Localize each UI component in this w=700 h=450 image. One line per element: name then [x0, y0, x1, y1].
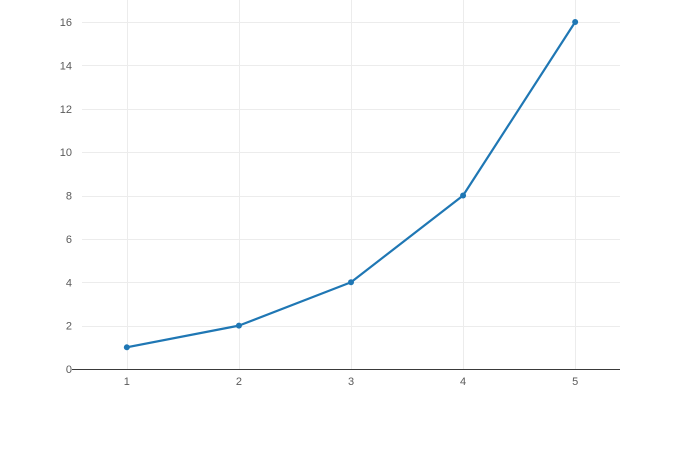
data-point-4-8 [460, 192, 467, 199]
data-point-2-2 [235, 322, 242, 329]
x-tick-label-5: 5 [572, 376, 578, 388]
x-tick-label-3: 3 [348, 376, 354, 388]
x-tick-label-2: 2 [236, 376, 242, 388]
data-point-5-16 [572, 19, 579, 25]
x-axis-tick-labels: 1 2 3 4 5 [124, 376, 578, 388]
series-markers [123, 19, 579, 351]
y-tick-label-8: 8 [66, 191, 72, 203]
y-tick-label-16: 16 [60, 17, 72, 29]
y-tick-label-0: 0 [66, 364, 72, 376]
y-tick-label-2: 2 [66, 321, 72, 333]
vertical-gridlines [127, 0, 576, 369]
data-point-1-1 [123, 344, 130, 351]
x-tick-label-1: 1 [124, 376, 130, 388]
y-tick-label-10: 10 [60, 147, 72, 159]
y-tick-label-12: 12 [60, 104, 72, 116]
y-tick-label-14: 14 [60, 60, 72, 72]
horizontal-gridlines [82, 22, 620, 327]
y-tick-label-6: 6 [66, 234, 72, 246]
x-tick-label-4: 4 [460, 376, 466, 388]
data-point-3-4 [348, 279, 354, 286]
y-axis-tick-labels: 0 2 4 6 8 10 12 14 16 [60, 17, 72, 376]
y-tick-label-4: 4 [66, 277, 72, 289]
